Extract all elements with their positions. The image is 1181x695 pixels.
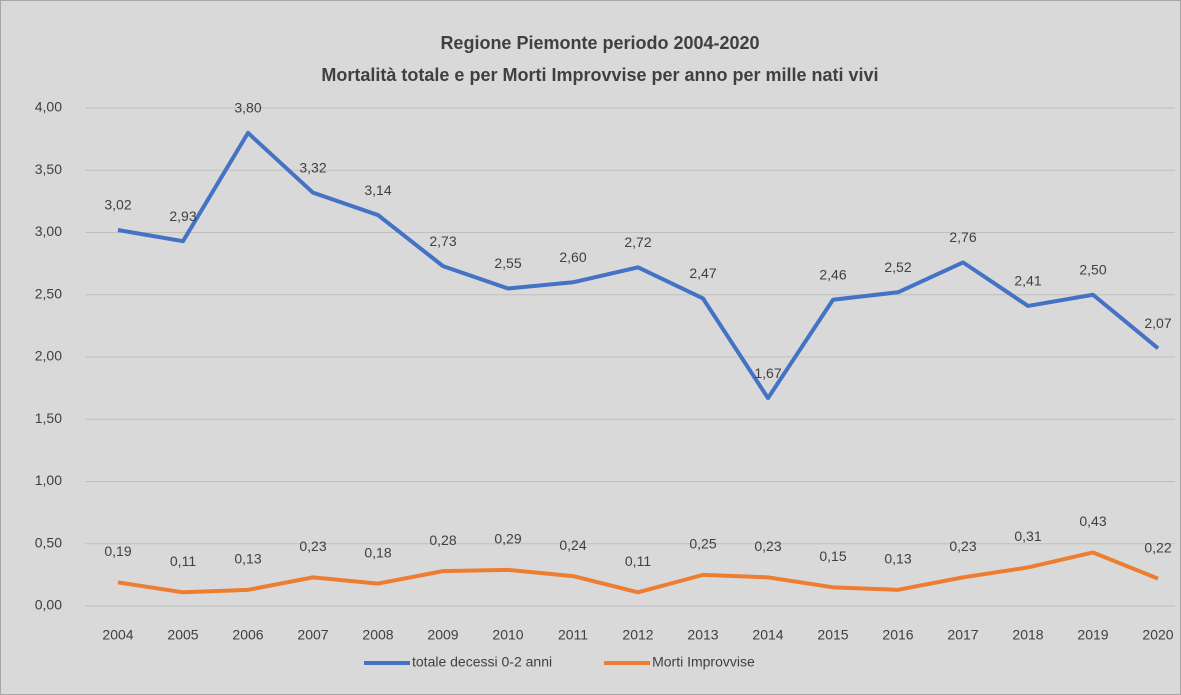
x-tick-label: 2017 — [947, 627, 978, 643]
legend-label: totale decessi 0-2 anni — [412, 654, 552, 670]
x-tick-label: 2020 — [1142, 627, 1173, 643]
data-label: 0,23 — [299, 538, 326, 554]
data-label: 2,73 — [429, 233, 456, 249]
data-label: 2,76 — [949, 229, 976, 245]
y-tick-label: 2,50 — [35, 285, 62, 301]
data-label: 2,72 — [624, 234, 651, 250]
data-label: 2,50 — [1079, 261, 1106, 277]
x-tick-label: 2012 — [622, 627, 653, 643]
y-tick-label: 4,00 — [35, 99, 62, 115]
x-tick-label: 2014 — [752, 627, 783, 643]
data-label: 0,23 — [754, 538, 781, 554]
data-label: 0,24 — [559, 537, 586, 553]
data-label: 0,23 — [949, 538, 976, 554]
x-tick-label: 2018 — [1012, 627, 1043, 643]
data-label: 0,19 — [104, 543, 131, 559]
data-label: 0,28 — [429, 532, 456, 548]
x-tick-label: 2006 — [232, 627, 263, 643]
y-tick-label: 3,00 — [35, 223, 62, 239]
data-label: 0,15 — [819, 548, 846, 564]
data-label: 2,47 — [689, 265, 716, 281]
x-tick-label: 2009 — [427, 627, 458, 643]
data-label: 2,52 — [884, 259, 911, 275]
data-label: 2,55 — [494, 255, 521, 271]
chart-title: Regione Piemonte periodo 2004-2020 — [440, 33, 759, 53]
legend-label: Morti Improvvise — [652, 654, 755, 670]
x-tick-label: 2011 — [558, 627, 588, 643]
series-line — [117, 130, 1160, 401]
data-label: 0,31 — [1014, 528, 1041, 544]
data-label: 0,25 — [689, 536, 716, 552]
x-tick-label: 2004 — [102, 627, 133, 643]
x-tick-label: 2019 — [1077, 627, 1108, 643]
data-label: 3,32 — [299, 159, 326, 175]
data-label: 0,13 — [884, 551, 911, 567]
data-label: 2,46 — [819, 266, 846, 282]
y-tick-label: 0,00 — [35, 597, 62, 613]
data-label: 0,13 — [234, 551, 261, 567]
y-tick-label: 1,00 — [35, 472, 62, 488]
x-tick-label: 2008 — [362, 627, 393, 643]
data-label: 3,80 — [234, 100, 261, 116]
data-label: 2,93 — [169, 208, 196, 224]
x-tick-label: 2005 — [167, 627, 198, 643]
y-tick-label: 2,00 — [35, 348, 62, 364]
x-tick-label: 2010 — [492, 627, 523, 643]
data-label: 0,29 — [494, 531, 521, 547]
data-label: 2,60 — [559, 249, 586, 265]
series-line — [117, 550, 1159, 595]
data-label: 2,07 — [1144, 315, 1171, 331]
data-label: 0,18 — [364, 544, 391, 560]
x-tick-label: 2007 — [297, 627, 328, 643]
data-label: 0,11 — [625, 553, 651, 569]
x-tick-label: 2015 — [817, 627, 848, 643]
data-label: 3,14 — [364, 182, 391, 198]
y-tick-label: 3,50 — [35, 161, 62, 177]
data-label: 3,02 — [104, 197, 131, 213]
data-label: 2,41 — [1014, 273, 1041, 289]
y-tick-label: 0,50 — [35, 534, 62, 550]
chart-subtitle: Mortalità totale e per Morti Improvvise … — [321, 65, 878, 85]
data-label: 0,43 — [1079, 513, 1106, 529]
data-label: 0,11 — [170, 553, 196, 569]
x-tick-label: 2013 — [687, 627, 718, 643]
y-tick-label: 1,50 — [35, 410, 62, 426]
data-label: 1,67 — [754, 365, 781, 381]
x-tick-label: 2016 — [882, 627, 913, 643]
data-label: 0,22 — [1144, 539, 1171, 555]
